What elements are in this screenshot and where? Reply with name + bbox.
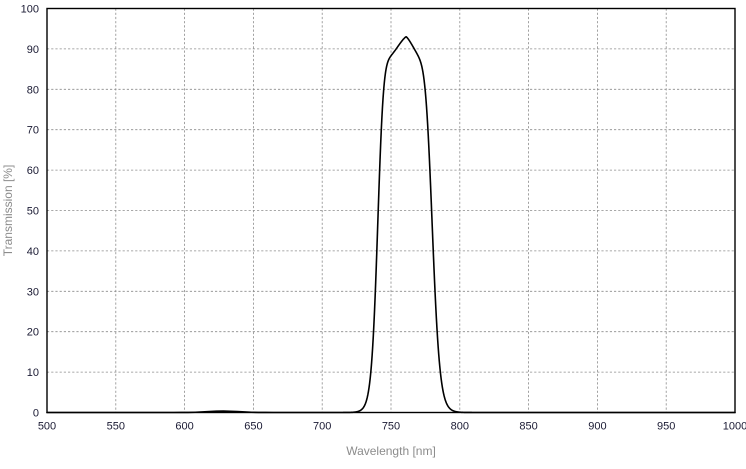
svg-text:650: 650: [244, 421, 262, 433]
svg-text:50: 50: [27, 206, 39, 218]
svg-text:70: 70: [27, 125, 39, 137]
svg-text:20: 20: [27, 327, 39, 339]
svg-text:10: 10: [27, 367, 39, 379]
svg-text:850: 850: [519, 421, 537, 433]
svg-text:1000: 1000: [723, 421, 746, 433]
svg-text:30: 30: [27, 286, 39, 298]
svg-text:80: 80: [27, 84, 39, 96]
svg-text:90: 90: [27, 44, 39, 56]
svg-text:500: 500: [38, 421, 56, 433]
svg-text:40: 40: [27, 246, 39, 258]
svg-text:60: 60: [27, 165, 39, 177]
svg-text:800: 800: [451, 421, 469, 433]
svg-text:Transmission [%]: Transmission [%]: [1, 165, 15, 257]
svg-text:550: 550: [107, 421, 125, 433]
svg-text:750: 750: [382, 421, 400, 433]
svg-text:900: 900: [588, 421, 606, 433]
svg-text:950: 950: [657, 421, 675, 433]
svg-text:600: 600: [175, 421, 193, 433]
svg-text:100: 100: [21, 4, 39, 16]
svg-text:700: 700: [313, 421, 331, 433]
svg-text:Wavelength [nm]: Wavelength [nm]: [346, 444, 436, 458]
svg-text:0: 0: [33, 408, 39, 420]
